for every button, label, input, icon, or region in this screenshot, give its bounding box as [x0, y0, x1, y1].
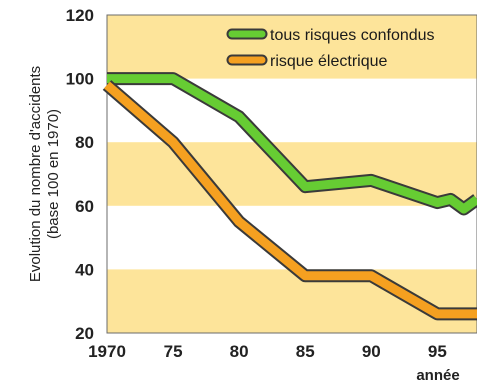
legend-label-tous-risques: tous risques confondus: [270, 27, 435, 44]
y-tick-label: 20: [75, 324, 94, 343]
x-tick-labels: 1970 75 80 85 90 95: [88, 342, 447, 361]
y-tick-label: 40: [75, 260, 94, 279]
x-tick-label: 95: [428, 342, 447, 361]
legend: tous risques confondus risque électrique: [226, 27, 435, 70]
y-tick-label: 60: [75, 197, 94, 216]
x-tick-label: 85: [296, 342, 315, 361]
y-tick-label: 120: [66, 6, 94, 25]
x-tick-label: 75: [164, 342, 183, 361]
x-tick-label: 80: [230, 342, 249, 361]
series-lines: [102, 72, 477, 321]
x-axis-title: année: [416, 367, 459, 384]
y-axis-subtitle: (base 100 en 1970): [45, 109, 62, 239]
y-tick-label: 100: [66, 70, 94, 89]
x-tick-label: 1970: [88, 342, 126, 361]
series-line: [104, 81, 477, 319]
y-axis-title: Evolution du nombre d'accidents: [27, 66, 44, 282]
y-tick-labels: 20 40 60 80 100 120: [66, 6, 94, 343]
plot-frame: [106, 14, 477, 334]
legend-label-risque-electrique: risque électrique: [270, 53, 388, 70]
series-line: [107, 74, 477, 214]
x-tick-label: 90: [362, 342, 381, 361]
background-band: [107, 15, 477, 79]
y-tick-label: 80: [75, 133, 94, 152]
